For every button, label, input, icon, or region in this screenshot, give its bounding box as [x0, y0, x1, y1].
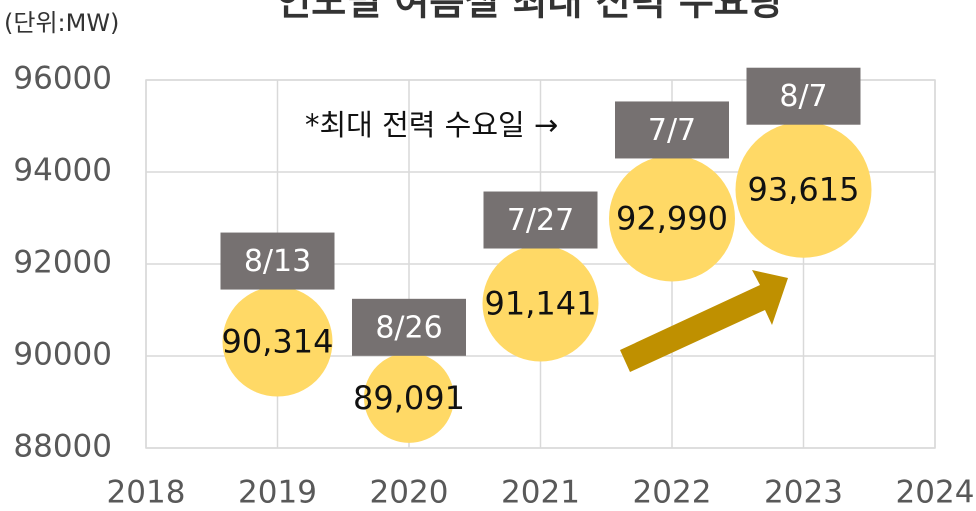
- y-tick-label: 88000: [13, 429, 112, 465]
- x-tick-label: 2020: [370, 475, 449, 511]
- marks: 90,314 8/13 89,091 8/26 91,141 7/27 92,990 7/7 9…: [220, 67, 872, 443]
- date-label: 8/7: [779, 79, 827, 114]
- annotation: *최대 전력 수요일 →: [305, 108, 558, 142]
- x-tick-label: 2021: [501, 475, 580, 511]
- date-box: [746, 67, 861, 125]
- value-label: 89,091: [353, 379, 465, 417]
- bubble: [482, 245, 599, 362]
- bubble: [364, 352, 454, 443]
- date-box: [352, 298, 466, 356]
- date-box: [615, 101, 729, 159]
- value-label: 92,990: [616, 199, 728, 237]
- value-label: 90,314: [222, 323, 334, 361]
- trend-arrow: [620, 270, 788, 372]
- date-box: [220, 232, 335, 290]
- unit-label: (단위:MW): [4, 9, 119, 37]
- x-tick-label: 2023: [764, 475, 843, 511]
- date-label: 8/26: [375, 310, 442, 345]
- y-tick-label: 94000: [13, 153, 112, 189]
- value-label: 93,615: [748, 171, 860, 209]
- x-tick-label: 2024: [896, 475, 975, 511]
- value-label: 91,141: [485, 285, 597, 323]
- date-box: [483, 191, 598, 249]
- date-label: 8/13: [244, 244, 311, 279]
- bubble: [222, 286, 333, 397]
- x-tick-label: 2019: [238, 475, 317, 511]
- bubble: [735, 121, 872, 258]
- x-tick-label: 2018: [107, 475, 186, 511]
- date-label: 7/7: [648, 113, 696, 148]
- date-label: 7/27: [507, 203, 574, 238]
- x-tick-label: 2022: [633, 475, 712, 511]
- y-tick-label: 90000: [13, 337, 112, 373]
- y-tick-label: 92000: [13, 245, 112, 281]
- bubble: [609, 155, 735, 282]
- chart-title: 연도별 여름철 최대 전력 수요량: [276, 0, 783, 24]
- y-tick-label: 96000: [13, 61, 112, 97]
